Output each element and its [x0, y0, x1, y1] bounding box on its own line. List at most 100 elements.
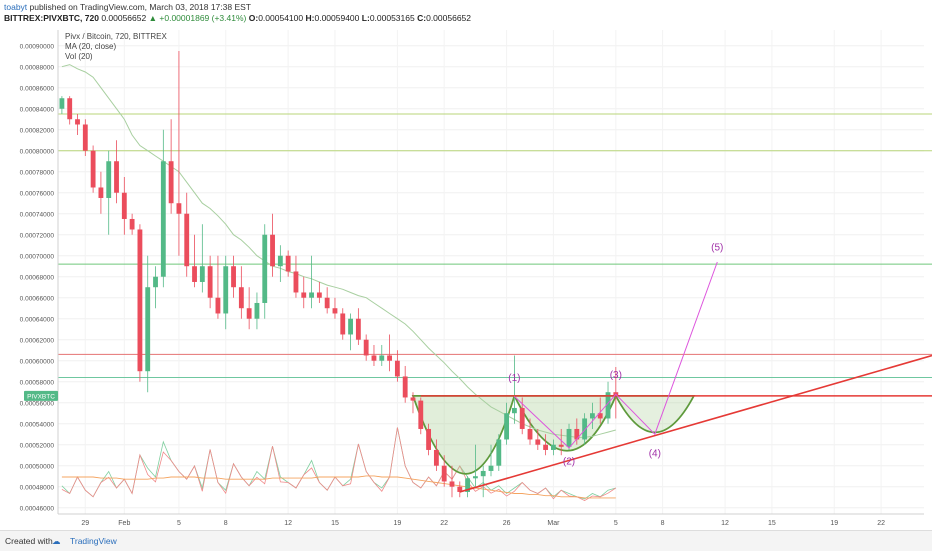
candle-body — [387, 355, 392, 361]
x-tick-label: 5 — [177, 520, 181, 527]
y-tick-label: 0.00068000 — [20, 275, 55, 282]
candle-body — [246, 308, 252, 319]
y-tick-label: 0.00066000 — [20, 296, 55, 303]
y-tick-label: 0.00058000 — [20, 380, 55, 387]
horizontal-levels[interactable] — [58, 113, 932, 379]
candle-body — [262, 234, 268, 303]
candle-body — [82, 124, 88, 151]
candle-body — [488, 465, 494, 471]
candle-body — [550, 444, 556, 450]
candlestick-series — [59, 50, 619, 498]
x-tick-label: 29 — [81, 520, 89, 527]
y-tick-label: 0.00086000 — [20, 86, 55, 93]
candle-body — [98, 187, 104, 198]
candle-body — [402, 376, 408, 398]
candle-body — [168, 161, 174, 204]
y-tick-label: 0.00090000 — [20, 44, 55, 51]
candle-body — [231, 266, 236, 288]
created-with-text: Created with — [5, 536, 53, 546]
candle-body — [496, 439, 502, 466]
cup-handle — [614, 394, 696, 434]
candle-body — [75, 119, 80, 125]
candle-body — [301, 292, 307, 298]
y-tick-label: 0.00074000 — [20, 212, 55, 219]
y-tick-label: 0.00072000 — [20, 233, 55, 240]
candle-body — [433, 449, 439, 466]
candle-body — [199, 266, 205, 282]
candle-body — [558, 444, 564, 447]
trend-drawings[interactable] — [420, 261, 932, 493]
candle-body — [277, 255, 283, 267]
y-tick-label: 0.00052000 — [20, 443, 55, 450]
x-tick-label: 5 — [614, 520, 618, 527]
candle-body — [605, 392, 611, 419]
change-arrow-icon: ▲ — [148, 13, 158, 23]
candle-body — [504, 413, 510, 440]
candle-body — [355, 318, 361, 340]
x-tick-label: 15 — [768, 520, 776, 527]
x-tick-label: 26 — [503, 520, 511, 527]
candle-body — [153, 276, 158, 288]
candle-body — [270, 234, 275, 267]
candle-body — [597, 413, 603, 419]
time-axis[interactable]: 29 Feb 5 8 12 15 19 22 26 Mar 5 8 12 15 19 22 — [58, 513, 924, 527]
grid-lines — [58, 30, 924, 514]
candle-body — [441, 465, 447, 482]
candle-body — [574, 428, 580, 440]
candle-body — [332, 308, 338, 314]
legend-vol: Vol (20) — [65, 52, 93, 61]
tradingview-brand[interactable]: TradingView — [70, 536, 117, 546]
candle-body — [309, 292, 314, 298]
candle-body — [348, 318, 353, 335]
candle-body — [67, 98, 73, 120]
candle-body — [465, 478, 471, 492]
candle-body — [449, 481, 455, 487]
candle-body — [316, 292, 322, 298]
volume-line-red — [61, 427, 617, 502]
wave-label: (1) — [508, 373, 520, 384]
candle-body — [129, 218, 135, 230]
candle-body — [582, 418, 588, 440]
candle-body — [114, 161, 119, 193]
y-tick-label: 0.00054000 — [20, 422, 55, 429]
candle-body — [145, 287, 151, 372]
cloud-icon: ☁ — [52, 536, 61, 546]
y-tick-label: 0.00064000 — [20, 317, 55, 324]
candle-body — [426, 428, 432, 450]
candle-body — [137, 229, 143, 372]
chart-legend: Pivx / Bitcoin, 720, BITTREX MA (20, clo… — [65, 32, 167, 61]
candle-body — [238, 287, 244, 309]
price-chart[interactable]: (1)(2)(3)(4)(5) 0.000460000.000480000.00… — [0, 26, 932, 530]
publisher-name[interactable]: toabyt — [4, 2, 28, 12]
publish-line: toabyt published on TradingView.com, Mar… — [4, 2, 251, 12]
price-tag: PIVXBTC — [24, 390, 58, 401]
published-text: published on TradingView.com, March 03, … — [29, 2, 251, 12]
volume-ma-line — [61, 475, 616, 499]
candle-body — [176, 203, 182, 214]
x-tick-label: 22 — [877, 520, 885, 527]
x-tick-label: Mar — [547, 520, 560, 527]
x-tick-label: 12 — [284, 520, 292, 527]
y-tick-label: 0.00060000 — [20, 359, 55, 366]
chart-header: toabyt published on TradingView.com, Mar… — [0, 0, 932, 26]
y-tick-label: 0.00080000 — [20, 149, 55, 156]
wave-label: (3) — [610, 370, 622, 381]
candle-body — [410, 397, 416, 401]
legend-pair: Pivx / Bitcoin, 720, BITTREX — [65, 32, 167, 41]
candle-body — [363, 339, 369, 356]
x-tick-label: 8 — [661, 520, 665, 527]
candle-body — [215, 297, 221, 314]
candle-body — [160, 161, 166, 277]
price-axis[interactable]: 0.00046000 0.00048000 0.00050000 0.00052000… — [20, 30, 59, 514]
y-tick-label: 0.00070000 — [20, 254, 55, 261]
wave-label: (5) — [711, 242, 723, 253]
x-tick-label: 12 — [721, 520, 729, 527]
low-value: 0.00053165 — [369, 13, 415, 23]
candle-body — [457, 486, 463, 492]
candle-body — [480, 470, 486, 477]
candle-body — [590, 413, 595, 419]
price-tag-label: PIVXBTC — [27, 393, 55, 400]
symbol-label: BITTREX:PIVXBTC, 720 — [4, 13, 99, 23]
x-tick-label: 19 — [830, 520, 838, 527]
candle-body — [519, 407, 525, 429]
